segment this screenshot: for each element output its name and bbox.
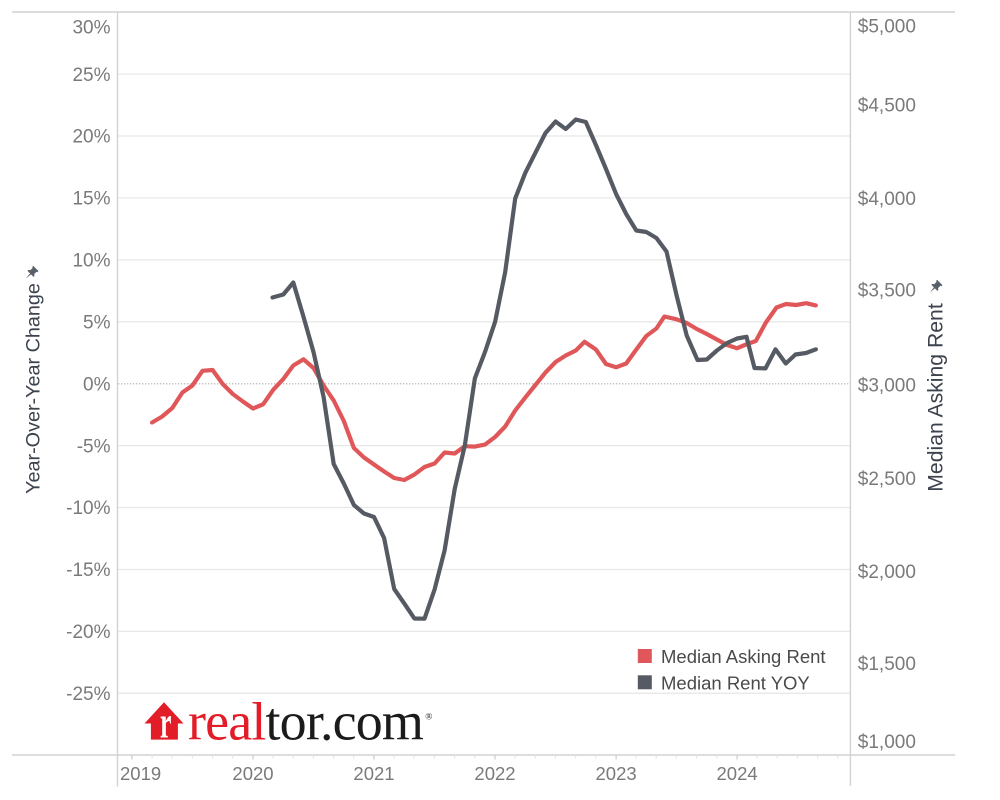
svg-text:2022: 2022 <box>474 763 515 784</box>
svg-text:$2,000: $2,000 <box>858 562 916 583</box>
svg-text:$1,500: $1,500 <box>858 654 916 675</box>
svg-text:2023: 2023 <box>596 763 637 784</box>
svg-text:-5%: -5% <box>77 436 111 457</box>
svg-text:Year-Over-Year Change: Year-Over-Year Change <box>23 283 45 494</box>
svg-text:$4,500: $4,500 <box>858 96 916 117</box>
svg-text:®: ® <box>425 712 432 723</box>
svg-text:0%: 0% <box>83 374 111 395</box>
svg-text:2019: 2019 <box>120 763 161 784</box>
svg-text:-10%: -10% <box>66 498 110 519</box>
svg-text:2020: 2020 <box>232 763 273 784</box>
svg-text:$4,000: $4,000 <box>858 189 916 210</box>
svg-text:realtor.com: realtor.com <box>188 692 424 752</box>
svg-text:30%: 30% <box>72 18 110 39</box>
svg-text:-15%: -15% <box>66 560 110 581</box>
svg-text:r: r <box>160 698 171 749</box>
svg-text:-25%: -25% <box>66 684 110 705</box>
svg-text:20%: 20% <box>72 127 110 148</box>
svg-text:$1,000: $1,000 <box>858 732 916 753</box>
svg-text:10%: 10% <box>72 251 110 272</box>
svg-text:2024: 2024 <box>717 763 758 784</box>
svg-text:$3,500: $3,500 <box>858 281 916 302</box>
svg-text:-20%: -20% <box>66 622 110 643</box>
svg-text:5%: 5% <box>83 313 111 334</box>
svg-text:Median Asking Rent: Median Asking Rent <box>661 646 826 667</box>
svg-text:Median Asking Rent: Median Asking Rent <box>925 303 948 492</box>
svg-text:$3,000: $3,000 <box>858 376 916 397</box>
svg-text:2021: 2021 <box>353 763 394 784</box>
svg-text:$2,500: $2,500 <box>858 469 916 490</box>
svg-text:25%: 25% <box>72 65 110 86</box>
svg-text:15%: 15% <box>72 189 110 210</box>
svg-text:Median Rent YOY: Median Rent YOY <box>661 673 810 694</box>
svg-text:$5,000: $5,000 <box>858 17 916 38</box>
